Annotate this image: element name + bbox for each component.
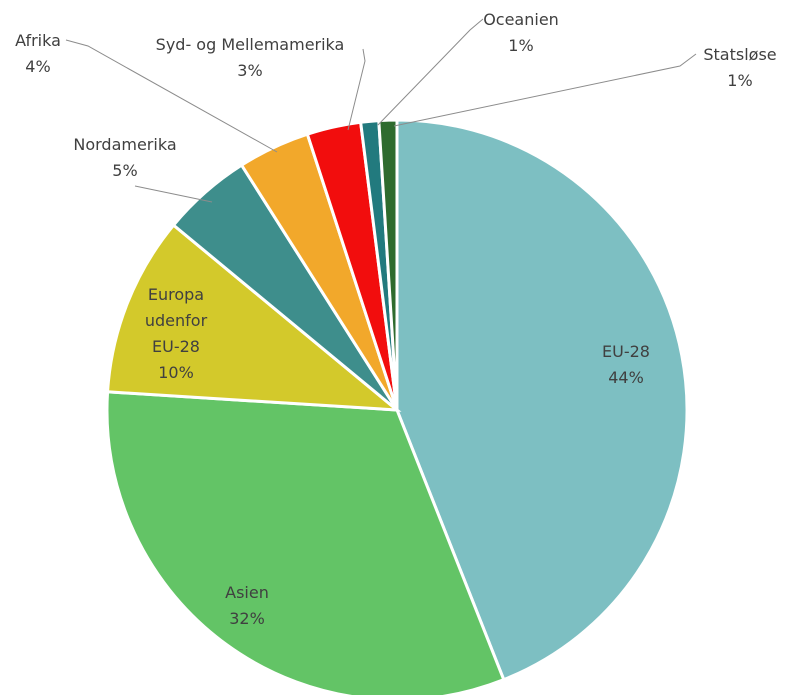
leader-line-oceanien [377,18,484,126]
leader-line-statslose [393,53,697,127]
slice-labels: EU-28 44% Asien 32% Europa udenfor EU-28 10% Nor… [15,10,777,628]
leader-line-syd-og-mellemamerika [347,48,366,131]
leader-line-nordamerika [134,185,213,203]
slice-label-asien: Asien 32% [225,583,269,628]
leader-line-afrika [65,39,278,153]
pie-slices [105,118,689,695]
slice-label-oceanien: Oceanien 1% [483,10,559,55]
pie-slice-statslose [377,118,399,411]
slice-label-afrika: Afrika 4% [15,31,61,76]
slice-label-statslose: Statsløse 1% [703,45,776,90]
slice-label-nordamerika: Nordamerika 5% [73,135,176,180]
slice-label-eu-28: EU-28 44% [602,342,650,387]
pie-slice-asien [105,390,506,695]
leader-lines [65,18,697,203]
slice-label-europa-udenfor-eu-28: Europa udenfor EU-28 10% [145,285,208,382]
slice-label-syd-og-mellemamerika: Syd- og Mellemamerika 3% [156,35,345,80]
pie-slice-europa-udenfor-eu-28 [105,223,402,412]
pie-slice-eu-28 [395,118,689,682]
